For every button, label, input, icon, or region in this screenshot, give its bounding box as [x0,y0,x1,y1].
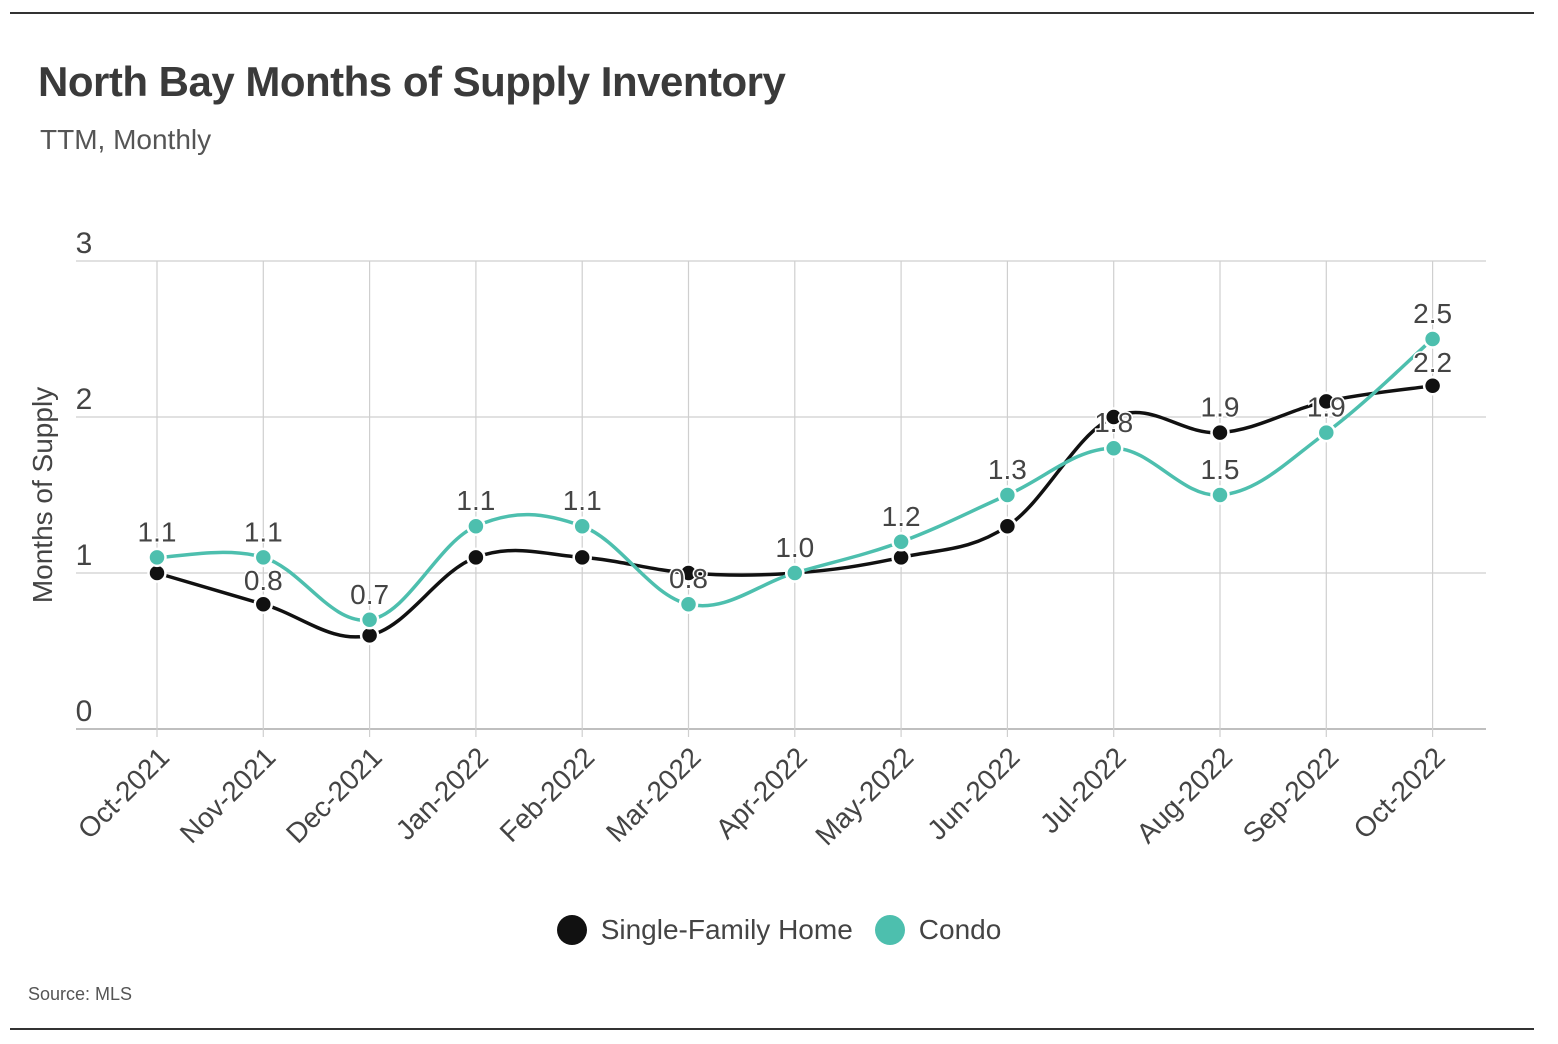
data-label-condo: 2.5 [1413,298,1452,329]
data-label-condo: 0.7 [350,579,389,610]
data-point-single-family [1210,422,1230,443]
bottom-rule [10,1028,1534,1030]
data-label-condo: 1.3 [988,454,1027,485]
x-tick-label: Sep-2022 [1237,741,1345,849]
data-label-condo: 1.1 [563,485,602,516]
x-tick-label: Apr-2022 [710,741,813,844]
y-axis-title: Months of Supply [27,387,58,603]
data-point-condo [997,485,1018,505]
data-label-condo: 1.1 [244,516,283,547]
x-tick-label: Oct-2021 [72,741,175,844]
data-point-single-family [1422,376,1443,396]
data-point-single-family [1103,407,1124,427]
data-label-single-family: 2.2 [1413,347,1452,378]
data-label-single-family: 0.8 [244,565,283,596]
data-point-condo [1422,329,1443,349]
data-point-condo [1210,485,1230,505]
x-tick-label: Mar-2022 [600,741,707,848]
source-note: Source: MLS [28,984,133,1004]
x-tick-label: Jan-2022 [390,741,494,845]
data-point-single-family [253,594,274,614]
chart-title: North Bay Months of Supply Inventory [38,58,786,105]
y-tick-label: 0 [76,695,93,728]
legend-label-single-family: Single-Family Home [600,914,853,945]
y-tick-label: 1 [76,539,93,572]
data-label-condo: 1.1 [456,485,495,516]
data-point-condo [785,563,805,583]
data-point-condo [359,610,380,630]
data-label-condo: 1.1 [138,516,177,547]
x-tick-label: Nov-2021 [174,741,282,849]
x-tick-label: Oct-2022 [1347,741,1450,844]
x-tick-label: Aug-2022 [1130,741,1238,849]
data-point-condo [891,532,911,552]
data-point-condo [253,547,274,568]
y-tick-label: 2 [76,383,93,416]
data-point-condo [1103,438,1124,458]
data-label-single-family: 1.9 [1201,392,1240,423]
x-tick-label: Jun-2022 [921,741,1025,845]
data-point-single-family [678,563,699,583]
x-tick-label: Feb-2022 [494,741,601,848]
legend-swatch-condo [874,915,905,945]
legend-label-condo: Condo [918,914,1002,945]
data-point-condo [1316,422,1337,443]
data-label-condo: 1.0 [775,532,814,563]
data-point-condo [147,547,167,568]
y-tick-label: 3 [76,227,93,260]
data-point-single-family [997,516,1018,536]
data-point-condo [678,594,699,614]
data-point-single-family [466,547,486,568]
data-label-condo: 1.9 [1307,392,1346,423]
data-label-condo: 1.5 [1201,454,1240,485]
legend-item-condo[interactable]: Condo [874,914,1002,946]
x-tick-label: Jul-2022 [1034,741,1132,839]
data-label-condo: 1.2 [882,501,921,532]
legend-item-single-family[interactable]: Single-Family Home [556,914,853,946]
x-tick-label: Dec-2021 [280,741,388,849]
data-label-condo: 0.8 [669,563,708,594]
data-point-single-family [572,547,592,568]
legend: Single-Family Home Condo [0,914,1558,946]
data-point-single-family [1316,391,1337,412]
data-point-condo [466,516,486,536]
data-label-condo: 1.8 [1094,407,1133,438]
data-point-condo [572,516,592,536]
top-rule [10,12,1534,14]
chart-subtitle: TTM, Monthly [40,124,212,155]
legend-swatch-single-family [556,915,587,945]
x-tick-label: May-2022 [809,741,919,851]
